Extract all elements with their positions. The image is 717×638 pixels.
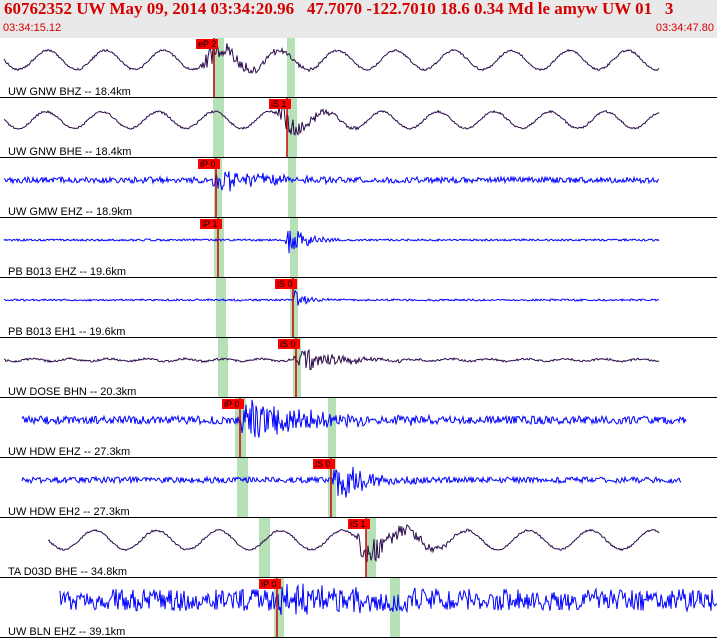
s-window-band: [390, 578, 400, 638]
trace-2: iS 1 UW GNW BHE -- 18.4km: [0, 98, 717, 158]
p-window-band: [213, 98, 224, 158]
s-window-band: [293, 338, 301, 398]
p-window-band: [214, 218, 224, 278]
pick-label: iP 0: [200, 159, 215, 169]
s-window-band: [287, 38, 295, 98]
waveform: [21, 466, 682, 498]
trace-1: eP 2 UW GNW BHZ -- 18.4km: [0, 38, 717, 98]
station-label: UW GMW EHZ -- 18.9km: [8, 206, 132, 218]
pick-flag: [198, 159, 220, 169]
s-window-band: [328, 458, 336, 518]
s-window-band: [290, 278, 298, 338]
station-label: UW GNW BHZ -- 18.4km: [8, 86, 131, 98]
station-label: UW BLN EHZ -- 39.1km: [8, 626, 125, 638]
pick-label: iS 0: [280, 339, 296, 349]
p-window-band: [213, 38, 224, 98]
waveform: [3, 171, 660, 192]
pick-label: iS 0: [277, 279, 293, 289]
trace-8: iS 0 UW HDW EH2 -- 27.3km: [0, 458, 717, 518]
pick-label: iP 0: [224, 399, 239, 409]
p-window-band: [216, 278, 226, 338]
p-window-band: [218, 338, 228, 398]
trace-6: iS 0 UW DOSE BHN -- 20.3km: [0, 338, 717, 398]
event-title: 60762352 UW May 09, 2014 03:34:20.96 47.…: [4, 0, 674, 18]
waveform: [3, 348, 660, 371]
pick-flag: [313, 459, 335, 469]
pick-flag: [269, 99, 291, 109]
waveform: [59, 583, 717, 615]
pick-flag: [196, 39, 218, 49]
station-label: UW GNW BHE -- 18.4km: [8, 146, 131, 158]
p-window-band: [237, 458, 248, 518]
trace-7: iP 0 UW HDW EHZ -- 27.3km: [0, 398, 717, 458]
station-label: UW HDW EH2 -- 27.3km: [8, 506, 130, 518]
pick-label: iP 0: [261, 579, 276, 589]
s-window-band: [366, 518, 376, 578]
s-window-band: [288, 158, 296, 218]
pick-label: iS 0: [315, 459, 331, 469]
trace-10: iP 0 UW BLN EHZ -- 39.1km: [0, 578, 717, 638]
pick-label: iS 1: [350, 519, 366, 529]
pick-flag: [259, 579, 281, 589]
event-header: 60762352 UW May 09, 2014 03:34:20.96 47.…: [0, 0, 717, 38]
pick-label: iP 1: [202, 219, 217, 229]
s-window-band: [328, 398, 336, 458]
station-label: UW HDW EHZ -- 27.3km: [8, 446, 130, 458]
pick-label: eP 2: [198, 39, 216, 49]
pick-flag: [348, 519, 370, 529]
station-label: PB B013 EH1 -- 19.6km: [8, 326, 125, 338]
waveform: [3, 106, 660, 137]
p-window-band: [259, 518, 270, 578]
trace-3: iP 0 UW GMW EHZ -- 18.9km: [0, 158, 717, 218]
waveform: [21, 399, 687, 438]
trace-5: iS 0 PB B013 EH1 -- 19.6km: [0, 278, 717, 338]
trace-4: iP 1 PB B013 EHZ -- 19.6km: [0, 218, 717, 278]
end-time-label: 03:34:47.80: [655, 22, 714, 34]
trace-9: iS 1 TA D03D BHE -- 34.8km: [0, 518, 717, 578]
start-time-label: 03:34:15.12: [3, 22, 62, 34]
station-label: TA D03D BHE -- 34.8km: [8, 566, 127, 578]
station-label: PB B013 EHZ -- 19.6km: [8, 266, 126, 278]
seismogram-panel[interactable]: eP 2 UW GNW BHZ -- 18.4km iS 1 UW GNW BHE -…: [0, 38, 717, 638]
waveform: [3, 289, 659, 306]
pick-label: iS 1: [271, 99, 287, 109]
waveform: [47, 523, 660, 563]
station-label: UW DOSE BHN -- 20.3km: [8, 386, 136, 398]
pick-flag: [222, 399, 244, 409]
pick-flag: [200, 219, 222, 229]
waveform: [3, 230, 660, 254]
pick-flag: [278, 339, 300, 349]
waveform: [3, 43, 660, 74]
pick-flag: [275, 279, 297, 289]
